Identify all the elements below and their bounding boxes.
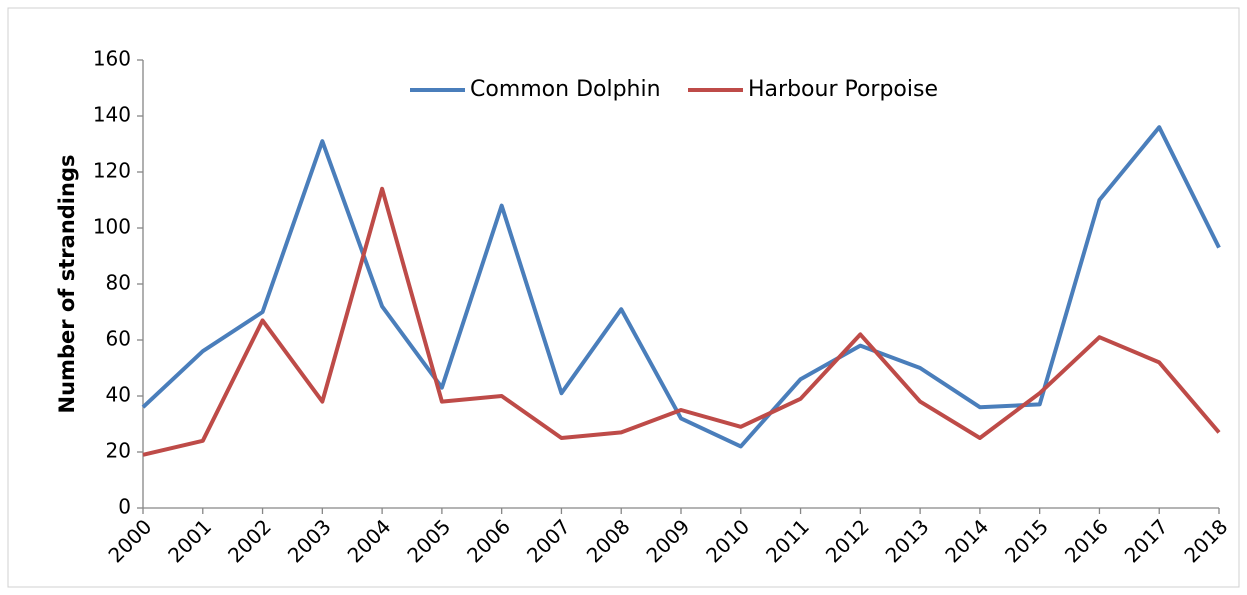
chart-frame — [7, 7, 1240, 588]
y-tick-label: 0 — [118, 495, 131, 519]
y-tick-label: 100 — [93, 215, 131, 239]
y-tick-label: 80 — [106, 271, 131, 295]
y-tick-label: 60 — [106, 327, 131, 351]
y-tick-label: 40 — [106, 383, 131, 407]
y-tick-label: 120 — [93, 159, 131, 183]
y-axis-label: Number of strandings — [55, 155, 79, 414]
y-tick-label: 20 — [106, 439, 131, 463]
legend-label: Common Dolphin — [470, 77, 661, 102]
y-tick-label: 140 — [93, 103, 131, 127]
y-tick-label: 160 — [93, 47, 131, 71]
series-line — [142, 186, 1221, 457]
legend-label: Harbour Porpoise — [748, 77, 938, 102]
series-line — [141, 125, 1221, 449]
